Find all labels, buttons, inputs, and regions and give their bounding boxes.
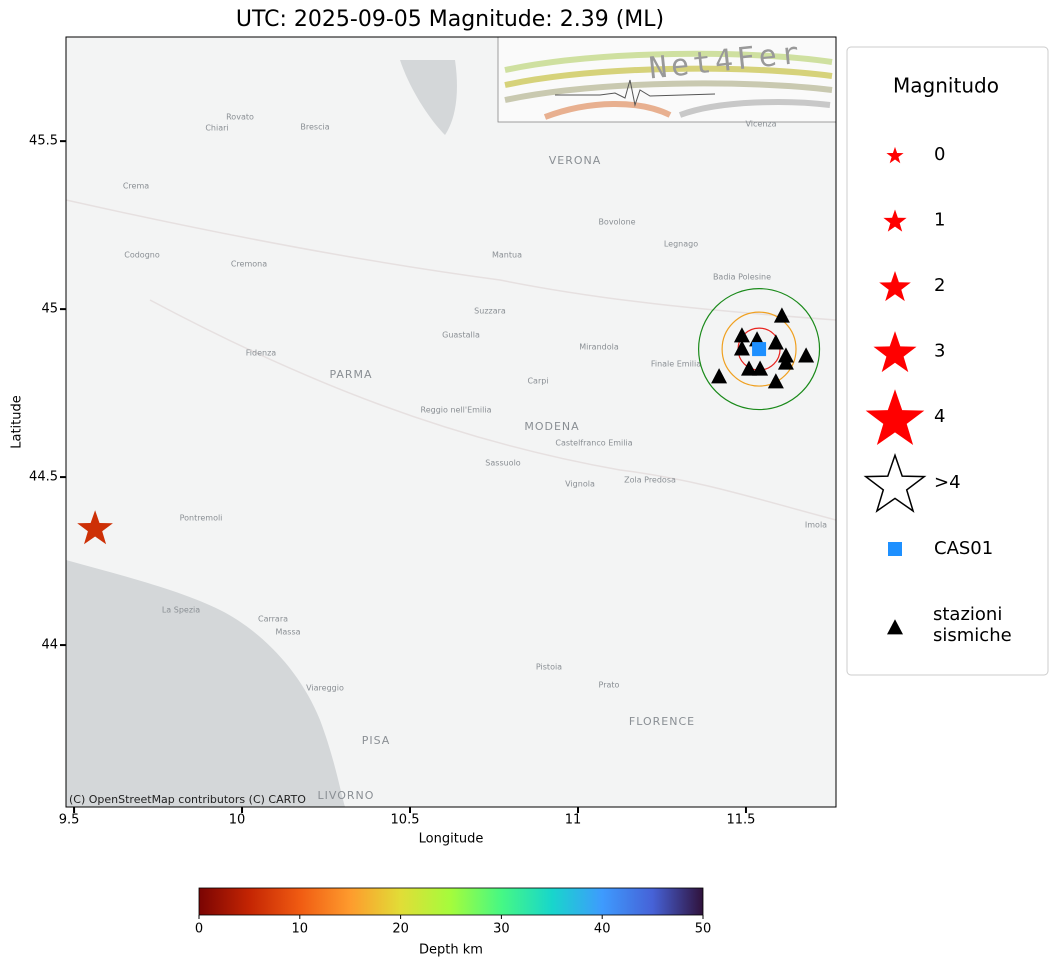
- place-label: VERONA: [549, 154, 602, 167]
- chart-title: UTC: 2025-09-05 Magnitude: 2.39 (ML): [236, 7, 664, 32]
- legend-star: [865, 389, 925, 445]
- basemap: [66, 37, 836, 807]
- place-label: Pontremoli: [180, 514, 223, 523]
- station: [711, 368, 728, 384]
- place-label: Codogno: [124, 251, 160, 260]
- x-tick-label: 11.5: [726, 813, 755, 828]
- place-label: Prato: [599, 681, 620, 690]
- place-label: Pistoia: [536, 663, 562, 672]
- place-label: Castelfranco Emilia: [555, 439, 632, 448]
- station: [733, 340, 750, 356]
- place-label: Mantua: [492, 251, 522, 260]
- legend-square: [888, 542, 902, 556]
- place-label: Sassuolo: [485, 459, 521, 468]
- place-label: Cremona: [231, 260, 267, 269]
- place-label: Suzzara: [474, 307, 506, 316]
- place-label: Legnago: [664, 240, 698, 249]
- place-label: La Spezia: [162, 606, 200, 615]
- colorbar-tick-label: 50: [695, 922, 712, 937]
- place-label: Crema: [123, 182, 149, 191]
- legend-label: 0: [934, 144, 945, 165]
- place-label: Chiari: [205, 124, 228, 133]
- place-label: Mirandola: [579, 343, 619, 352]
- plot-frame: [65, 36, 837, 808]
- place-label: Finale Emilia: [651, 360, 701, 369]
- place-label: Vicenza: [745, 120, 776, 129]
- station: [777, 354, 794, 370]
- place-label: LIVORNO: [318, 789, 375, 802]
- reference-station: [752, 342, 767, 357]
- place-label: Rovato: [226, 113, 254, 122]
- place-label: PISA: [362, 734, 391, 747]
- place-label: Carrara: [258, 615, 288, 624]
- place-label: Vignola: [565, 480, 595, 489]
- colorbar-tick-label: 10: [292, 922, 309, 937]
- y-tick-label: 45.5: [29, 134, 58, 149]
- map-layer: VERONA PARMA MODENA FLORENCE PISA LIVORNO Regg…: [77, 113, 827, 802]
- colorbar-tick-label: 20: [392, 922, 409, 937]
- place-label: PARMA: [329, 368, 372, 381]
- y-tick-label: 45: [41, 302, 58, 317]
- station: [798, 347, 815, 363]
- legend-label: stazioni sismiche: [933, 604, 1012, 646]
- x-tick-label: 10.5: [391, 813, 420, 828]
- legend-label: CAS01: [934, 538, 993, 559]
- colorbar-tick-label: 0: [195, 922, 203, 937]
- station: [740, 360, 757, 376]
- distance-ring: [697, 288, 821, 411]
- distance-ring: [721, 311, 797, 387]
- legend-label: >4: [934, 472, 961, 493]
- x-axis-label: Longitude: [419, 832, 484, 847]
- attribution: (C) OpenStreetMap contributors (C) CARTO: [69, 793, 306, 806]
- y-axis-label: Latitude: [10, 395, 25, 449]
- legend-label: 2: [934, 275, 945, 296]
- station: [773, 307, 790, 323]
- logo: Net4Fer: [497, 36, 837, 123]
- legend-star: [886, 146, 904, 164]
- place-label: Carpi: [527, 377, 548, 386]
- legend-label: 1: [934, 210, 945, 231]
- x-tick-label: 10: [229, 813, 246, 828]
- place-label: Zola Predosa: [624, 476, 676, 485]
- legend-star: [873, 331, 917, 373]
- place-label: Bovolone: [598, 218, 635, 227]
- legend-box: [846, 46, 1049, 676]
- legend-star-open: [863, 453, 927, 513]
- legend-label: 3: [934, 341, 945, 362]
- place-label: Reggio nell'Emilia: [421, 406, 492, 415]
- legend-label: 4: [934, 406, 945, 427]
- place-label: Badia Polesine: [713, 273, 771, 282]
- place-label: MODENA: [524, 420, 579, 433]
- legend-star: [883, 209, 907, 232]
- legend-triangle: [887, 619, 903, 635]
- x-tick-label: 9.5: [59, 813, 80, 828]
- station: [767, 334, 784, 350]
- place-label: Fidenza: [246, 349, 277, 358]
- y-tick-label: 44: [41, 638, 58, 653]
- station: [752, 360, 769, 376]
- legend-star: [879, 271, 911, 302]
- colorbar-label: Depth km: [419, 943, 483, 958]
- colorbar-tick-label: 30: [493, 922, 510, 937]
- place-label: Massa: [275, 628, 300, 637]
- colorbar-tick-label: 40: [594, 922, 611, 937]
- x-tick-label: 11: [565, 813, 582, 828]
- place-label: Brescia: [300, 123, 329, 132]
- place-label: FLORENCE: [629, 715, 695, 728]
- legend-title: Magnitudo: [893, 74, 999, 98]
- station: [733, 327, 750, 343]
- place-label: Imola: [805, 521, 827, 530]
- place-label: Viareggio: [306, 684, 344, 693]
- station: [767, 373, 784, 389]
- y-tick-label: 44.5: [29, 470, 58, 485]
- event: [77, 510, 113, 545]
- colorbar: [198, 887, 704, 916]
- place-label: Guastalla: [442, 331, 480, 340]
